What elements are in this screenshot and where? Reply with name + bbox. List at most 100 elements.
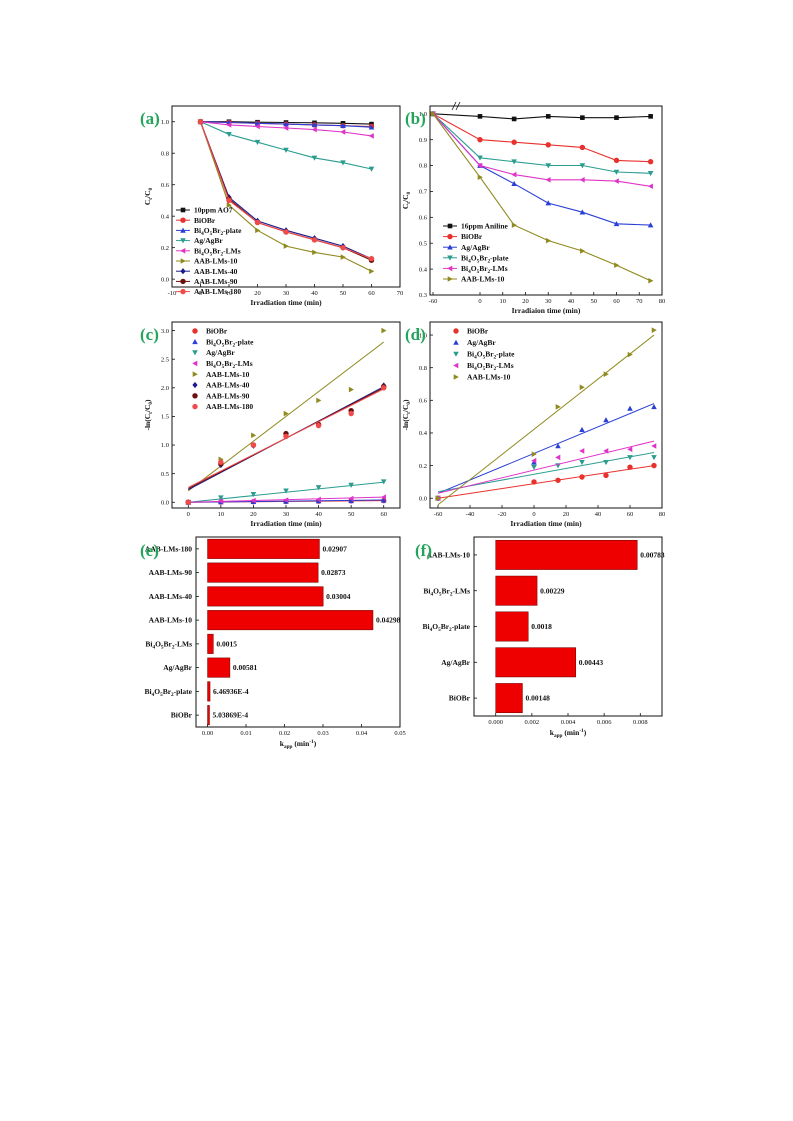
data-point bbox=[315, 496, 321, 503]
panel-label: (d) bbox=[405, 325, 426, 344]
panel-b: -60 0 10 20 30 40 50 60 70 80 0.3 0.4 0.5 0.6 0.7 0.8 0.… bbox=[401, 101, 665, 315]
panel-label: (c) bbox=[140, 325, 159, 344]
y-tick-label: 0.5 bbox=[419, 240, 427, 247]
y-axis-label: Ct​/C0​ bbox=[401, 191, 412, 209]
category-label: BiOBr bbox=[449, 694, 471, 703]
data-point bbox=[250, 497, 256, 504]
data-point bbox=[555, 454, 561, 461]
data-point bbox=[340, 244, 346, 251]
x-tick-label: 30 bbox=[283, 511, 290, 518]
series-bi4o5br2-lms bbox=[430, 110, 653, 190]
category-label: AAB-LMs-180 bbox=[145, 544, 192, 553]
data-point bbox=[368, 133, 374, 139]
data-point bbox=[555, 443, 561, 449]
data-point bbox=[312, 249, 318, 256]
data-label: 0.00443 bbox=[579, 658, 604, 667]
panel-label: (b) bbox=[405, 109, 426, 128]
category-label: AAB-LMs-90 bbox=[149, 568, 193, 577]
series-16ppm-aniline bbox=[430, 111, 653, 122]
legend-label: Bi4​O5​Br2​-LMs bbox=[194, 246, 241, 257]
data-point bbox=[647, 171, 654, 177]
data-point bbox=[218, 495, 224, 501]
bar bbox=[495, 683, 523, 714]
data-point bbox=[185, 499, 191, 505]
data-point bbox=[613, 157, 620, 164]
fit-line bbox=[437, 334, 655, 506]
legend-marker bbox=[447, 223, 453, 229]
x-axis-label: Irradiation time (min) bbox=[250, 519, 322, 528]
data-point bbox=[579, 176, 585, 183]
y-tick-label: 1.0 bbox=[161, 442, 169, 449]
legend-label: BiOBr bbox=[206, 327, 228, 336]
data-point bbox=[251, 432, 257, 439]
data-point bbox=[555, 404, 561, 410]
data-point bbox=[647, 183, 653, 190]
data-label: 0.00229 bbox=[540, 586, 565, 595]
data-point bbox=[381, 327, 387, 334]
series-line bbox=[432, 113, 651, 226]
series-line bbox=[432, 113, 651, 174]
data-label: 6.46936E-4 bbox=[213, 687, 249, 696]
legend-label: Bi4​O5​Br2​-LMs bbox=[206, 359, 253, 370]
y-tick-label: 0.2 bbox=[419, 463, 427, 470]
series-biobr bbox=[435, 462, 657, 501]
data-point bbox=[648, 277, 654, 284]
data-point bbox=[430, 110, 436, 117]
fit-line bbox=[437, 452, 655, 493]
y-tick-label: 0.8 bbox=[161, 150, 169, 157]
category-label: AAB-LMs-10 bbox=[149, 616, 193, 625]
legend-label: BiOBr bbox=[194, 216, 216, 225]
y-axis-label: -ln(Ct​/C0​) bbox=[401, 399, 412, 431]
data-point bbox=[218, 498, 224, 504]
x-tick-label: -20 bbox=[498, 511, 507, 518]
data-point bbox=[614, 262, 620, 269]
legend-marker bbox=[453, 374, 459, 380]
x-tick-label: 0.02 bbox=[279, 730, 290, 737]
data-point bbox=[340, 160, 346, 166]
data-label: 0.04298 bbox=[376, 616, 401, 625]
legend-label: AAB-LMs-40 bbox=[206, 381, 250, 390]
legend-label: Ag/AgBr bbox=[194, 236, 223, 245]
legend-marker bbox=[180, 268, 186, 275]
bar bbox=[207, 657, 231, 678]
x-tick-label: 0.000 bbox=[488, 719, 503, 726]
legend: BiOBr Ag/AgBr Bi4​O5​Br2​-plateBi4​O5​Br2​… bbox=[453, 327, 515, 382]
data-point bbox=[579, 426, 585, 432]
series-bi4o5br2-lms bbox=[435, 440, 657, 502]
x-tick-label: 0.002 bbox=[525, 719, 540, 726]
x-tick-label: -60 bbox=[429, 298, 438, 305]
legend-marker bbox=[192, 393, 198, 399]
legend-label: AAB-LMs-10 bbox=[461, 275, 505, 284]
bar bbox=[495, 575, 538, 606]
y-axis-label: -ln(Ct​/C0​) bbox=[143, 399, 154, 431]
legend-marker bbox=[447, 255, 453, 261]
y-tick-label: 0.9 bbox=[419, 137, 427, 144]
bar bbox=[207, 633, 214, 654]
bar bbox=[495, 647, 577, 678]
x-tick-label: 60 bbox=[380, 511, 387, 518]
data-point bbox=[531, 457, 537, 464]
y-tick-label: 0.4 bbox=[419, 430, 428, 437]
x-tick-label: 20 bbox=[522, 298, 529, 305]
data-point bbox=[603, 371, 609, 378]
x-axis-label: kapp​ (min-1​) bbox=[280, 739, 317, 750]
y-tick-label: 1.0 bbox=[419, 332, 427, 339]
series-aab-lms-180 bbox=[197, 119, 375, 262]
x-tick-label: 50 bbox=[348, 511, 355, 518]
data-point bbox=[477, 114, 483, 119]
x-tick-label: 10 bbox=[500, 298, 507, 305]
data-point bbox=[283, 229, 289, 235]
data-point bbox=[651, 455, 657, 461]
data-label: 0.00581 bbox=[233, 663, 258, 672]
x-tick-label: 30 bbox=[545, 298, 552, 305]
legend-label: AAB-LMs-90 bbox=[206, 391, 250, 400]
x-tick-label: -60 bbox=[434, 511, 443, 518]
legend-label: Bi4​O5​Br2​-LMs bbox=[467, 361, 514, 372]
data-point bbox=[477, 136, 483, 143]
x-tick-label: 0.01 bbox=[240, 730, 251, 737]
x-tick-label: 70 bbox=[636, 298, 643, 305]
bar bbox=[207, 586, 324, 607]
data-point bbox=[348, 386, 354, 393]
